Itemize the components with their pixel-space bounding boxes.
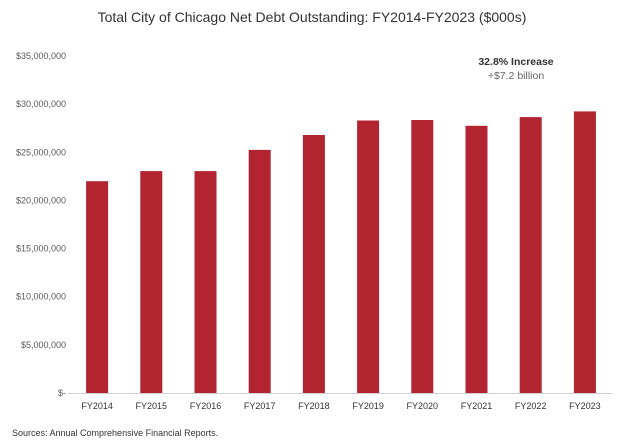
y-axis-ticks: $- $5,000,000 $10,000,000 $15,000,000 $20,00… bbox=[16, 51, 66, 398]
bar-fy2022 bbox=[519, 117, 542, 393]
increase-amount-annotation: +$7.2 billion bbox=[488, 70, 544, 82]
y-tick-label: $35,000,000 bbox=[16, 51, 66, 61]
x-tick-label: FY2017 bbox=[244, 401, 276, 411]
bar-fy2015 bbox=[140, 171, 163, 393]
bar-fy2017 bbox=[248, 149, 271, 393]
x-tick-label: FY2022 bbox=[515, 401, 547, 411]
x-tick-label: FY2014 bbox=[81, 401, 113, 411]
x-tick-label: FY2016 bbox=[190, 401, 222, 411]
bars bbox=[86, 111, 596, 394]
bar-fy2019 bbox=[357, 120, 380, 393]
bar-fy2016 bbox=[194, 171, 217, 393]
x-tick-label: FY2019 bbox=[352, 401, 384, 411]
y-tick-label: $25,000,000 bbox=[16, 147, 66, 157]
chart-title: Total City of Chicago Net Debt Outstandi… bbox=[98, 9, 527, 25]
y-tick-label: $20,000,000 bbox=[16, 195, 66, 205]
bar-fy2018 bbox=[302, 135, 325, 393]
x-tick-label: FY2021 bbox=[461, 401, 493, 411]
y-tick-label: $10,000,000 bbox=[16, 292, 66, 302]
y-tick-label: $15,000,000 bbox=[16, 244, 66, 254]
y-tick-label: $- bbox=[58, 388, 66, 398]
x-tick-label: FY2015 bbox=[136, 401, 168, 411]
x-axis-ticks: FY2014 FY2015 FY2016 FY2017 FY2018 FY2019 FY20… bbox=[81, 401, 600, 411]
x-tick-label: FY2023 bbox=[569, 401, 601, 411]
y-tick-label: $5,000,000 bbox=[21, 340, 66, 350]
x-tick-label: FY2020 bbox=[407, 401, 439, 411]
source-note: Sources: Annual Comprehensive Financial … bbox=[12, 428, 218, 438]
bar-fy2020 bbox=[411, 120, 434, 393]
increase-annotation: 32.8% Increase bbox=[478, 56, 553, 68]
bar-fy2014 bbox=[86, 181, 109, 393]
y-tick-label: $30,000,000 bbox=[16, 99, 66, 109]
bar-fy2021 bbox=[465, 125, 488, 394]
x-tick-label: FY2018 bbox=[298, 401, 330, 411]
bar-fy2023 bbox=[573, 111, 596, 394]
